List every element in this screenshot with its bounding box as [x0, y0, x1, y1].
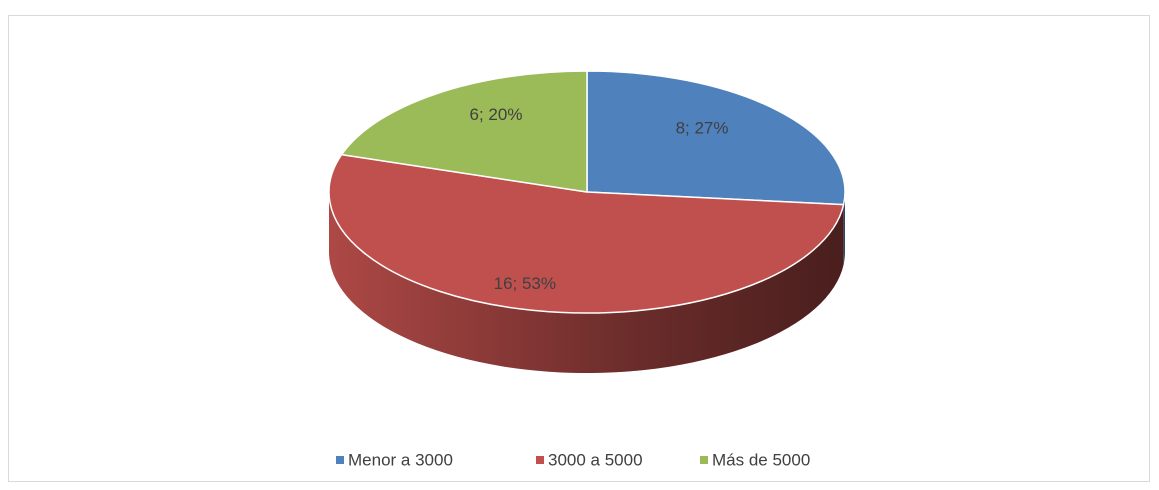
- slice-side-shade: [843, 192, 845, 265]
- legend-label: Menor a 3000: [348, 450, 453, 469]
- legend-marker: [536, 456, 544, 464]
- slice: [586, 70, 846, 206]
- data-label: 8; 27%: [676, 118, 729, 137]
- legend-marker: [700, 456, 708, 464]
- slice: [328, 153, 845, 314]
- legend-label: 3000 a 5000: [548, 450, 643, 469]
- legend-marker: [336, 456, 344, 464]
- data-label: 6; 20%: [470, 105, 523, 124]
- data-label: 16; 53%: [494, 274, 556, 293]
- legend-label: Más de 5000: [712, 450, 810, 469]
- pie: 8; 27% 16; 53% 6; 20%: [328, 70, 846, 374]
- legend: Menor a 3000 3000 a 5000 Más de 5000: [336, 450, 810, 469]
- slice: [340, 70, 588, 193]
- slice-side-shade: [328, 192, 844, 374]
